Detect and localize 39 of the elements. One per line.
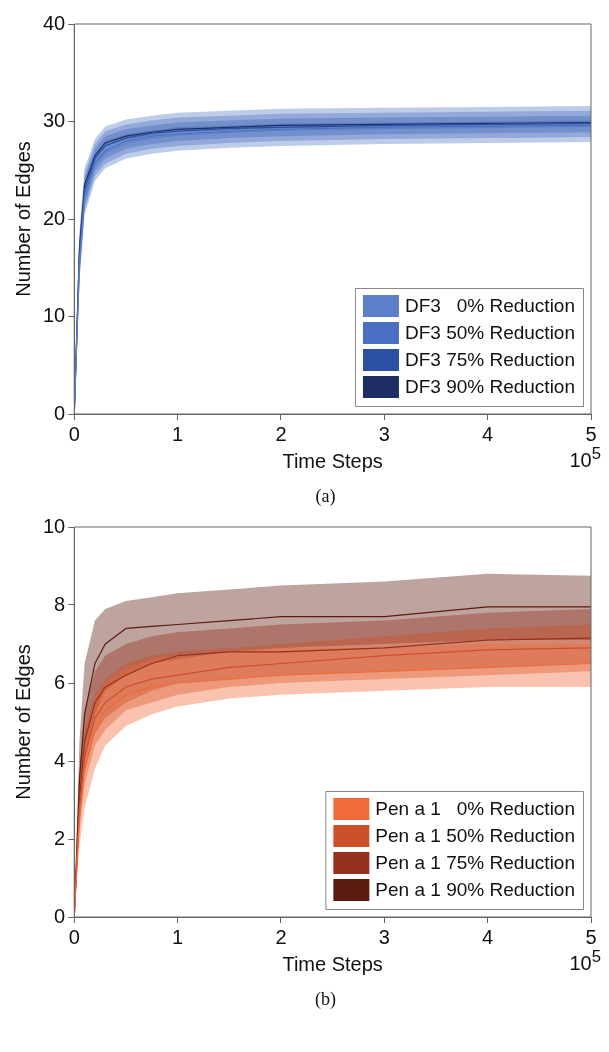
x-tick-label: 1 (172, 422, 184, 445)
x-axis-title: Time Steps (282, 952, 383, 975)
legend-label: Pen a 1 75% Reduction (375, 852, 575, 874)
text: (b) (314, 989, 337, 1010)
legend-label: DF3 0% Reduction (404, 295, 575, 317)
y-tick-label: 2 (54, 826, 66, 849)
x-axis-title: Time Steps (282, 449, 383, 472)
y-tick-label: 10 (43, 514, 66, 537)
legend-label: Pen a 1 0% Reduction (375, 798, 575, 820)
x-tick-label: 5 (585, 422, 597, 445)
y-tick-label: 4 (54, 748, 66, 771)
y-tick-label: 20 (43, 206, 66, 229)
legend-label: Pen a 1 90% Reduction (375, 879, 575, 901)
legend-label: Pen a 1 50% Reduction (375, 825, 575, 847)
x-tick-label: 0 (68, 925, 80, 948)
y-tick-label: 8 (54, 592, 66, 615)
text: 10$^{5}$ (569, 947, 601, 975)
y-tick-label: 0 (54, 904, 66, 927)
text: 10$^{5}$ (569, 444, 601, 472)
y-tick-label: 6 (54, 670, 66, 693)
y-tick-label: 10 (43, 304, 66, 327)
x-tick-label: 0 (68, 422, 80, 445)
x-tick-label: 2 (275, 422, 287, 445)
y-axis-title: Number of Edges (11, 141, 34, 297)
x-tick-label: 4 (482, 422, 494, 445)
x-tick-label: 1 (172, 925, 184, 948)
x-tick-label: 5 (585, 925, 597, 948)
x-tick-label: 2 (275, 925, 287, 948)
x-tick-label: 3 (378, 422, 390, 445)
y-tick-label: 40 (43, 11, 66, 34)
x-tick-label: 4 (482, 925, 494, 948)
y-tick-label: 0 (54, 401, 66, 424)
x-tick-label: 3 (378, 925, 390, 948)
y-axis-title: Number of Edges (11, 644, 34, 800)
legend-label: DF3 90% Reduction (404, 376, 576, 398)
legend-label: DF3 75% Reduction (404, 349, 576, 371)
legend-label: DF3 50% Reduction (404, 322, 576, 344)
y-tick-label: 30 (43, 109, 66, 132)
text: (a) (314, 486, 337, 507)
